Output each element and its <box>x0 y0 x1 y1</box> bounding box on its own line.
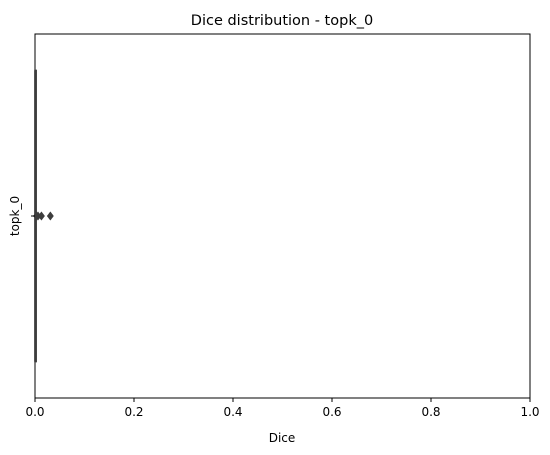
x-tick-label: 0.8 <box>421 405 440 419</box>
x-tick-label: 1.0 <box>520 405 539 419</box>
x-tick-label: 0.0 <box>25 405 44 419</box>
x-axis-label: Dice <box>269 431 296 445</box>
outlier-point <box>37 211 45 221</box>
x-tick-label: 0.4 <box>223 405 242 419</box>
chart-title: Dice distribution - topk_0 <box>191 13 373 29</box>
x-tick-label: 0.2 <box>124 405 143 419</box>
outlier-point <box>46 211 54 221</box>
x-axis-ticks: 0.0 0.2 0.4 0.6 0.8 1.0 <box>25 398 540 419</box>
y-tick-label: topk_0 <box>8 196 22 236</box>
plot-area <box>32 33 531 399</box>
plot-frame <box>34 33 531 399</box>
x-tick-label: 0.6 <box>322 405 341 419</box>
y-axis-ticks: topk_0 <box>8 196 35 236</box>
